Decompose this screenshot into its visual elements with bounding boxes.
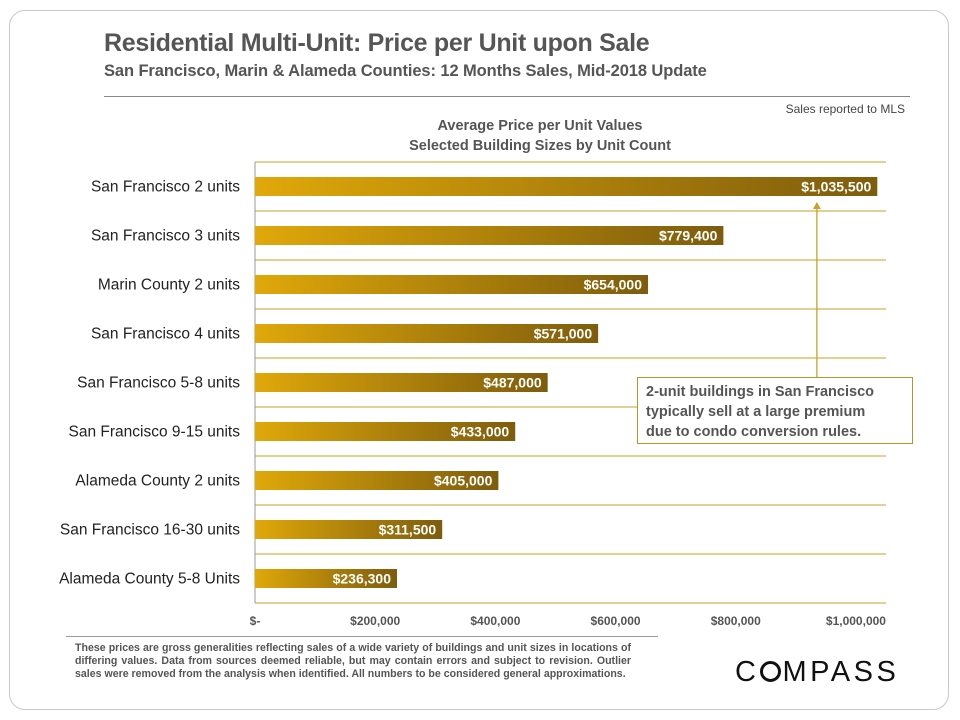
- category-label: San Francisco 9-15 units: [69, 424, 241, 441]
- page-subtitle: San Francisco, Marin & Alameda Counties:…: [104, 62, 707, 80]
- bar: [255, 226, 724, 245]
- data-label: $405,000: [434, 473, 493, 489]
- page-title: Residential Multi-Unit: Price per Unit u…: [104, 29, 650, 57]
- annotation-line-2: typically sell at a large premium: [646, 404, 866, 420]
- x-tick-label: $-: [250, 614, 261, 628]
- data-label: $1,035,500: [801, 179, 871, 195]
- category-label: Alameda County 2 units: [75, 473, 240, 490]
- x-tick-label: $400,000: [470, 614, 520, 628]
- bar: [255, 520, 443, 539]
- x-tick-label: $600,000: [591, 614, 641, 628]
- chart-title-line-2: Selected Building Sizes by Unit Count: [409, 138, 671, 154]
- category-label: San Francisco 4 units: [91, 326, 240, 343]
- data-label: $571,000: [534, 326, 593, 342]
- bar: [255, 569, 398, 588]
- category-label: San Francisco 16-30 units: [60, 522, 240, 539]
- x-tick-label: $200,000: [350, 614, 400, 628]
- bar: [255, 177, 878, 196]
- annotation-line-3: due to condo conversion rules.: [646, 424, 862, 440]
- category-label: San Francisco 3 units: [91, 228, 240, 245]
- data-label: $236,300: [333, 571, 392, 587]
- title-divider: [104, 96, 910, 97]
- x-tick-label: $1,000,000: [826, 614, 886, 628]
- compass-logo: C MPASS: [735, 656, 900, 688]
- logo-o-ring: [760, 661, 782, 682]
- bar: [255, 471, 499, 490]
- data-label: $779,400: [659, 228, 718, 244]
- data-label: $311,500: [379, 522, 437, 538]
- footnote: These prices are gross generalities refl…: [75, 642, 631, 681]
- data-label: $487,000: [483, 375, 542, 391]
- bar: [255, 422, 516, 441]
- data-label: $433,000: [451, 424, 510, 440]
- chart-title-line-1: Average Price per Unit Values: [437, 118, 643, 134]
- bar: [255, 275, 649, 294]
- category-label: Alameda County 5-8 Units: [59, 571, 240, 588]
- category-label: Marin County 2 units: [98, 277, 240, 294]
- category-label: San Francisco 5-8 units: [77, 375, 240, 392]
- data-label: $654,000: [584, 277, 643, 293]
- annotation-line-1: 2-unit buildings in San Francisco: [646, 384, 874, 400]
- slide-frame: [9, 10, 949, 710]
- annotation-callout: 2-unit buildings in San Francisco typica…: [637, 377, 913, 444]
- chart-title: Average Price per Unit Values Selected B…: [340, 116, 740, 156]
- x-tick-label: $800,000: [711, 614, 761, 628]
- annotation-arrow-head: [812, 202, 821, 209]
- bar: [255, 373, 548, 392]
- bar: [255, 324, 599, 343]
- footnote-divider: [66, 636, 658, 637]
- source-note: Sales reported to MLS: [785, 102, 905, 116]
- category-label: San Francisco 2 units: [91, 179, 240, 196]
